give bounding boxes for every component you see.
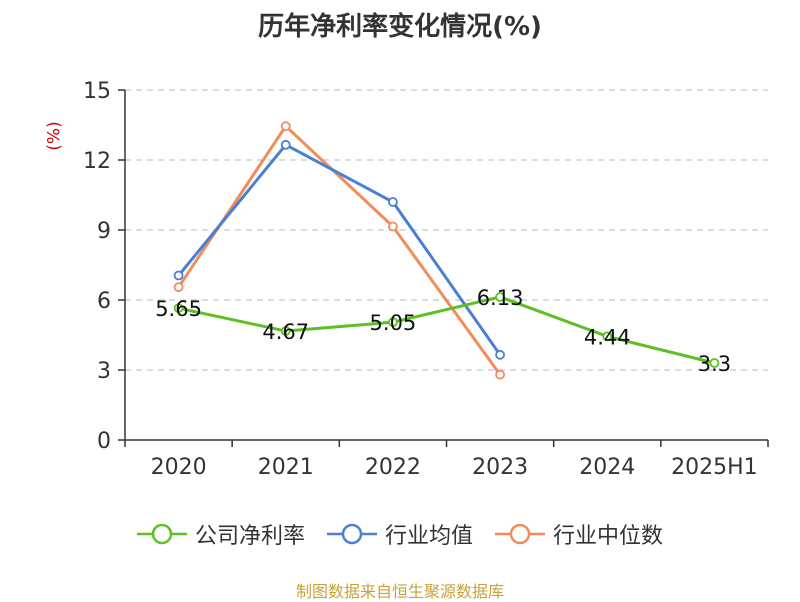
x-tick-label: 2020 [151, 455, 207, 480]
legend: 公司净利率 行业均值 行业中位数 [0, 518, 800, 550]
data-point [173, 270, 184, 281]
data-point [495, 292, 505, 302]
data-point [280, 326, 291, 336]
data-point [173, 303, 184, 314]
legend-item-industry-mean[interactable]: 行业均值 [326, 518, 473, 550]
data-point [388, 221, 398, 232]
x-tick-label: 2025H1 [671, 455, 758, 480]
data-point [280, 121, 291, 132]
data-point [602, 331, 613, 342]
series-lines [173, 121, 720, 380]
data-label: 4.67 [262, 320, 309, 344]
data-label: 6.13 [477, 286, 524, 310]
data-point [173, 282, 184, 293]
legend-swatch [326, 523, 377, 545]
x-tick-label: 2022 [365, 455, 421, 480]
y-tick-label: 9 [97, 219, 111, 244]
legend-item-industry-median[interactable]: 行业中位数 [495, 518, 663, 550]
data-point [495, 349, 505, 360]
data-labels: 5.65 4.67 5.05 6.13 4.44 3.3 [155, 286, 731, 376]
data-label: 3.3 [698, 352, 731, 376]
data-point [280, 139, 291, 150]
legend-label: 行业中位数 [553, 524, 664, 549]
source-footer: 制图数据来自恒生聚源数据库 [295, 582, 504, 601]
legend-swatch [136, 523, 187, 545]
legend-label: 公司净利率 [194, 524, 305, 549]
data-point [388, 197, 398, 207]
data-label: 5.65 [155, 297, 202, 321]
y-tick-label: 3 [97, 359, 111, 384]
y-tick-label: 0 [97, 429, 111, 454]
axes: 0 3 6 9 12 15 2020 2021 2022 2023 2024 2025H1 [83, 79, 769, 480]
y-tick-label: 12 [83, 149, 111, 174]
gridlines [125, 89, 768, 371]
x-tick-label: 2021 [258, 455, 314, 480]
x-tick-label: 2024 [579, 455, 635, 480]
legend-label: 行业均值 [384, 524, 473, 549]
data-label: 4.44 [584, 325, 631, 349]
data-label: 5.05 [370, 311, 417, 335]
series-line [177, 124, 502, 376]
legend-item-company-net-margin[interactable]: 公司净利率 [136, 518, 305, 550]
legend-swatch [495, 523, 545, 545]
data-point [388, 317, 398, 328]
series-line [178, 295, 715, 365]
x-tick-label: 2023 [472, 455, 528, 480]
data-point [495, 369, 505, 380]
y-tick-label: 6 [97, 289, 111, 314]
series-line [177, 143, 502, 356]
chart-title: 历年净利率变化情况(%) [258, 12, 542, 42]
y-tick-label: 15 [83, 79, 111, 104]
data-point [709, 358, 720, 368]
